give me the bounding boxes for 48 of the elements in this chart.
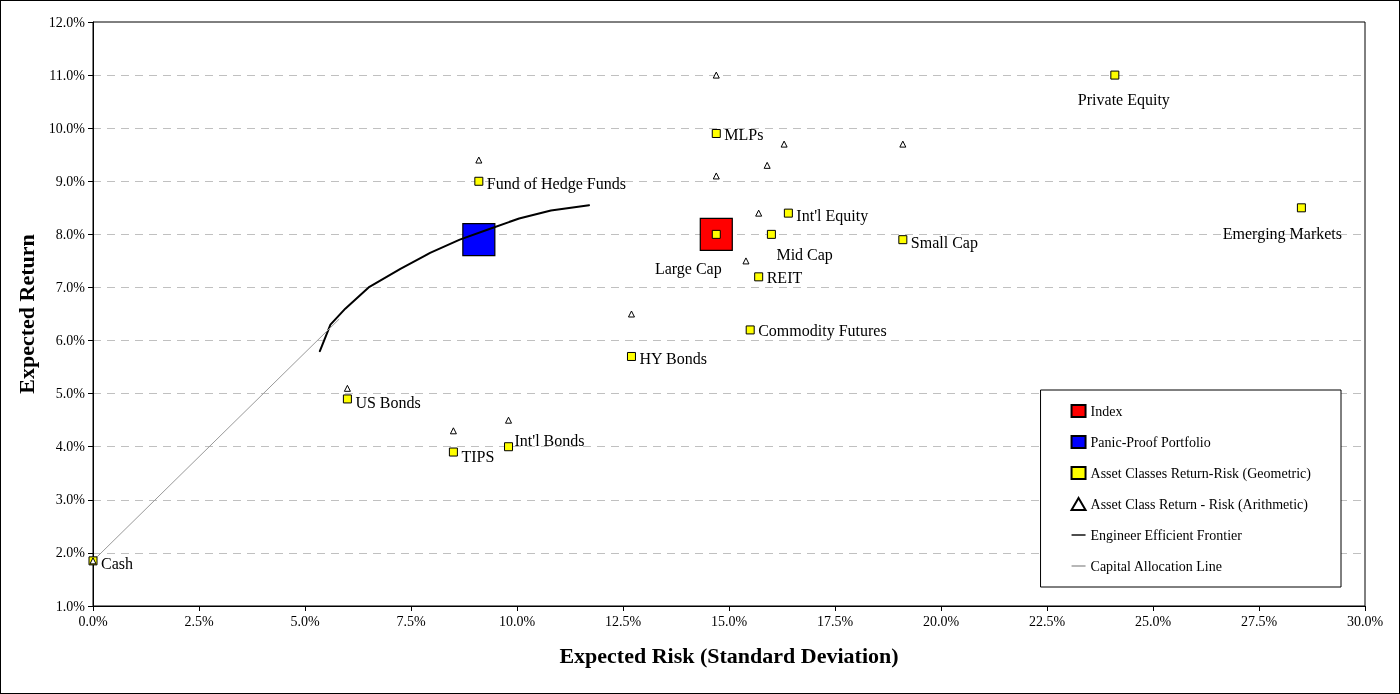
- x-tick-label: 27.5%: [1240, 613, 1278, 629]
- x-tick-label: 5.0%: [290, 613, 320, 629]
- y-tick-label: 4.0%: [55, 439, 86, 455]
- x-tick-label: 0.0%: [78, 613, 108, 629]
- y-tick-label: 2.0%: [55, 545, 86, 561]
- annotation: Large Cap: [654, 259, 722, 278]
- y-tick-label: 5.0%: [55, 386, 86, 402]
- y-tick-label: 7.0%: [55, 279, 86, 295]
- x-tick-label: 17.5%: [816, 613, 854, 629]
- x-tick-label: 7.5%: [396, 613, 426, 629]
- legend-label: Panic-Proof Portfolio: [1090, 434, 1211, 450]
- y-tick-label: 8.0%: [55, 226, 86, 242]
- annotation: Small Cap: [910, 234, 978, 253]
- annotation: Mid Cap: [776, 245, 833, 264]
- annotation: Emerging Markets: [1222, 225, 1343, 244]
- y-tick-label: 1.0%: [55, 598, 86, 614]
- annotation: Commodity Futures: [758, 322, 887, 341]
- x-tick-label: 20.0%: [922, 613, 960, 629]
- legend-label: Asset Classes Return-Risk (Geometric): [1090, 465, 1312, 482]
- legend-label: Capital Allocation Line: [1090, 558, 1222, 574]
- x-tick-label: 10.0%: [498, 613, 536, 629]
- annotation: Fund of Hedge Funds: [486, 174, 626, 193]
- annotation: HY Bonds: [639, 349, 707, 367]
- y-tick-label: 3.0%: [55, 492, 86, 508]
- y-tick-label: 11.0%: [49, 67, 86, 83]
- x-tick-label: 15.0%: [710, 613, 748, 629]
- legend-label: Engineer Efficient Frontier: [1090, 527, 1243, 543]
- y-tick-label: 10.0%: [48, 120, 86, 136]
- annotation: TIPS: [461, 447, 495, 465]
- y-tick-label: 9.0%: [55, 173, 86, 189]
- annotation: MLPs: [724, 125, 764, 143]
- annotation: Int'l Equity: [796, 206, 869, 225]
- x-tick-label: 12.5%: [604, 613, 642, 629]
- legend-label: Index: [1090, 403, 1123, 419]
- y-tick-label: 6.0%: [55, 333, 86, 349]
- legend-label: Asset Class Return - Risk (Arithmetic): [1090, 496, 1309, 513]
- x-axis-title: Expected Risk (Standard Deviation): [559, 642, 899, 668]
- annotation: Cash: [101, 555, 133, 573]
- annotation: Private Equity: [1077, 90, 1170, 109]
- annotation: US Bonds: [355, 394, 421, 412]
- annotation: REIT: [766, 269, 803, 287]
- x-tick-label: 30.0%: [1346, 613, 1384, 629]
- y-axis-title: Expected Return: [14, 234, 40, 394]
- x-tick-label: 2.5%: [184, 613, 214, 629]
- x-tick-label: 22.5%: [1028, 613, 1066, 629]
- annotation: Int'l Bonds: [514, 432, 585, 450]
- y-tick-label: 12.0%: [48, 14, 86, 30]
- x-tick-label: 25.0%: [1134, 613, 1172, 629]
